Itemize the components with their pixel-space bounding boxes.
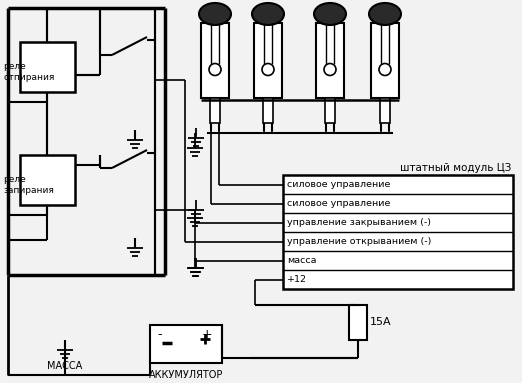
- Bar: [150, 325, 222, 363]
- Bar: [20, 155, 75, 205]
- Text: +: +: [201, 329, 212, 342]
- Bar: [263, 98, 273, 123]
- Text: реле
отпирания: реле отпирания: [3, 62, 54, 82]
- Ellipse shape: [369, 3, 401, 25]
- Ellipse shape: [199, 3, 231, 25]
- Text: МАССА: МАССА: [48, 361, 82, 371]
- Text: управление закрыванием (-): управление закрыванием (-): [287, 218, 431, 227]
- Bar: [254, 23, 282, 98]
- Bar: [371, 23, 399, 98]
- Text: 15А: 15А: [370, 317, 392, 327]
- Text: штатный модуль ЦЗ: штатный модуль ЦЗ: [400, 163, 511, 173]
- Text: силовое управление: силовое управление: [287, 199, 390, 208]
- Text: управление открыванием (-): управление открыванием (-): [287, 237, 431, 246]
- Bar: [201, 23, 229, 98]
- Bar: [325, 98, 335, 123]
- Bar: [316, 23, 344, 98]
- Bar: [349, 305, 367, 340]
- Bar: [210, 98, 220, 123]
- Bar: [283, 175, 513, 289]
- Bar: [20, 42, 75, 92]
- Ellipse shape: [252, 3, 284, 25]
- Bar: [380, 98, 390, 123]
- Ellipse shape: [314, 3, 346, 25]
- Text: реле
запирания: реле запирания: [3, 175, 54, 195]
- Text: -: -: [158, 329, 162, 342]
- Text: +12: +12: [287, 275, 307, 284]
- Text: силовое управление: силовое управление: [287, 180, 390, 189]
- Text: АККУМУЛЯТОР: АККУМУЛЯТОР: [149, 370, 223, 380]
- Text: масса: масса: [287, 256, 316, 265]
